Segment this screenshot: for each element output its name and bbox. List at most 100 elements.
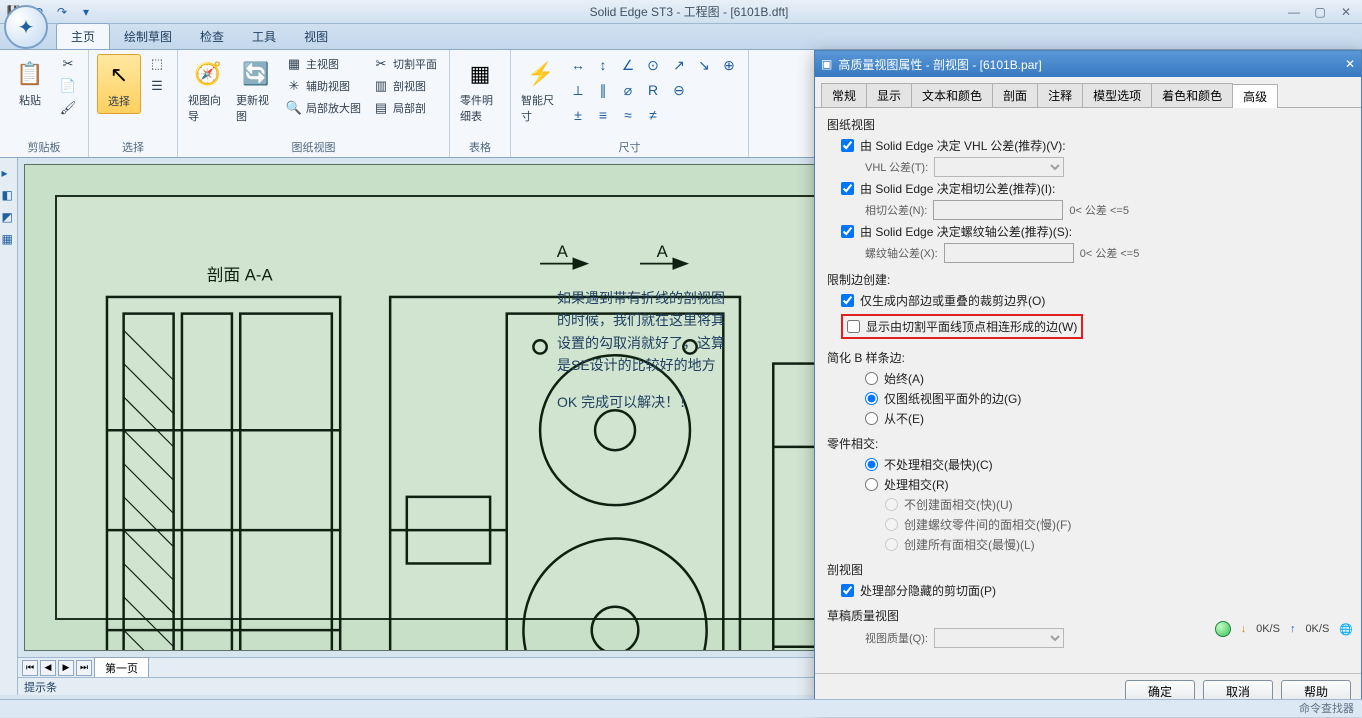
cut-button[interactable]: ✂: [56, 54, 80, 74]
internal-edges-checkbox[interactable]: [841, 294, 854, 307]
paste-button[interactable]: 📋 粘贴: [8, 54, 52, 112]
hidden-cutface-checkbox[interactable]: [841, 584, 854, 597]
brush-icon: 🖌: [60, 100, 76, 116]
view-wizard-button[interactable]: 🧭 视图向导: [186, 54, 230, 128]
annot-icon[interactable]: ⊕: [718, 54, 740, 76]
maximize-icon[interactable]: ▢: [1308, 3, 1332, 21]
globe-icon: 🌐: [1339, 623, 1353, 636]
smart-dimension-button[interactable]: ⚡ 智能尺寸: [519, 54, 563, 128]
dim-icon[interactable]: ≡: [592, 104, 614, 126]
rail-icon[interactable]: ▸: [2, 166, 16, 180]
auxiliary-view-button[interactable]: ✳辅助视图: [282, 76, 365, 96]
thread-tolerance-checkbox[interactable]: [841, 225, 854, 238]
section-view-button[interactable]: ▥剖视图: [369, 76, 441, 96]
dim-icon[interactable]: ≠: [642, 104, 664, 126]
svg-text:剖面 A-A: 剖面 A-A: [207, 265, 274, 284]
dimension-icon-grid: ↔ ↕ ∠ ⊙ ⟂ ∥ ⌀ R ± ≡ ≈ ≠: [567, 54, 664, 126]
sheet-tab[interactable]: 第一页: [94, 657, 149, 679]
dialog-close-icon[interactable]: ✕: [1345, 57, 1355, 71]
redo-icon[interactable]: ↷: [52, 2, 72, 22]
sheet-first-button[interactable]: ⏮: [22, 660, 38, 676]
dim-icon[interactable]: ⊙: [642, 54, 664, 76]
principal-view-button[interactable]: ▦主视图: [282, 54, 365, 74]
tab-annotation[interactable]: 注释: [1037, 83, 1083, 107]
copy-button[interactable]: 📄: [56, 76, 80, 96]
detail-view-button[interactable]: 🔍局部放大图: [282, 98, 365, 118]
dim-icon[interactable]: ↕: [592, 54, 614, 76]
ribbon-tab-row: ✦ 主页 绘制草图 检查 工具 视图: [0, 24, 1362, 50]
dim-icon[interactable]: ≈: [617, 104, 639, 126]
minimize-icon[interactable]: —: [1282, 3, 1306, 21]
ribbon-group-tables: ▦ 零件明细表 表格: [450, 50, 511, 157]
tab-model-options[interactable]: 模型选项: [1082, 83, 1152, 107]
cutting-plane-button[interactable]: ✂切割平面: [369, 54, 441, 74]
group-label-drawing-views: 图纸视图: [186, 137, 441, 155]
scissors-icon: ✂: [373, 56, 389, 72]
broken-section-button[interactable]: ▤局部剖: [369, 98, 441, 118]
paste-label: 粘贴: [19, 92, 41, 108]
dim-icon[interactable]: ∠: [617, 54, 639, 76]
annot-icon[interactable]: ↗: [668, 54, 690, 76]
section-simplify: 简化 B 样条边:: [827, 349, 1349, 366]
speed-indicator: ↓0K/S ↑0K/S 🌐: [1215, 621, 1353, 637]
list-icon: ☰: [149, 78, 165, 94]
vhl-tolerance-checkbox[interactable]: [841, 139, 854, 152]
dim-icon[interactable]: ⟂: [567, 79, 589, 101]
window-controls: — ▢ ✕: [1282, 3, 1358, 21]
tangent-tolerance-checkbox[interactable]: [841, 182, 854, 195]
tab-section[interactable]: 剖面: [992, 83, 1038, 107]
update-view-button[interactable]: 🔄 更新视图: [234, 54, 278, 128]
tab-inspect[interactable]: 检查: [186, 24, 238, 49]
close-icon[interactable]: ✕: [1334, 3, 1358, 21]
dim-icon[interactable]: R: [642, 79, 664, 101]
simplify-never-radio[interactable]: [865, 412, 878, 425]
group-label-tables: 表格: [458, 137, 502, 155]
annot-icon[interactable]: ↘: [693, 54, 715, 76]
sheet-last-button[interactable]: ⏭: [76, 660, 92, 676]
dialog-body: 图纸视图 由 Solid Edge 决定 VHL 公差(推荐)(V): VHL …: [815, 108, 1361, 673]
section-intersect: 零件相交:: [827, 435, 1349, 452]
simplify-outside-radio[interactable]: [865, 392, 878, 405]
group-label-clipboard: 剪贴板: [8, 137, 80, 155]
ribbon-group-drawing-views: 🧭 视图向导 🔄 更新视图 ▦主视图 ✳辅助视图 🔍局部放大图 ✂切割平面 ▥剖…: [178, 50, 450, 157]
svg-text:A: A: [557, 242, 569, 261]
qat-dropdown-icon[interactable]: ▾: [76, 2, 96, 22]
intersect-thread-radio: [885, 518, 898, 531]
tab-tools[interactable]: 工具: [238, 24, 290, 49]
dim-icon[interactable]: ⌀: [617, 79, 639, 101]
rail-icon[interactable]: ▦: [2, 232, 16, 246]
rail-icon[interactable]: ◩: [2, 210, 16, 224]
sheet-next-button[interactable]: ▶: [58, 660, 74, 676]
intersect-process-radio[interactable]: [865, 478, 878, 491]
select-button[interactable]: ↖ 选择: [97, 54, 141, 114]
cutting-plane-edges-checkbox[interactable]: [847, 320, 860, 333]
tab-advanced[interactable]: 高级: [1232, 84, 1278, 108]
annot-icon[interactable]: ⊖: [668, 79, 690, 101]
tab-shading[interactable]: 着色和颜色: [1151, 83, 1233, 107]
rail-icon[interactable]: ◧: [2, 188, 16, 202]
dim-icon[interactable]: ∥: [592, 79, 614, 101]
section-section-view: 剖视图: [827, 561, 1349, 578]
parts-list-button[interactable]: ▦ 零件明细表: [458, 54, 502, 128]
simplify-always-radio[interactable]: [865, 372, 878, 385]
tab-text-color[interactable]: 文本和颜色: [911, 83, 993, 107]
intersect-none-radio[interactable]: [865, 458, 878, 471]
intersect-noface-radio: [885, 498, 898, 511]
tab-sketch[interactable]: 绘制草图: [110, 24, 186, 49]
tab-home[interactable]: 主页: [56, 23, 110, 49]
star-icon: ✳: [286, 78, 302, 94]
select-box-button[interactable]: ⬚: [145, 54, 169, 74]
dim-icon[interactable]: ±: [567, 104, 589, 126]
tab-general[interactable]: 常规: [821, 83, 867, 107]
sheet-prev-button[interactable]: ◀: [40, 660, 56, 676]
copy-icon: 📄: [60, 78, 76, 94]
tab-view[interactable]: 视图: [290, 24, 342, 49]
tab-display[interactable]: 显示: [866, 83, 912, 107]
format-painter-button[interactable]: 🖌: [56, 98, 80, 118]
intersect-all-radio: [885, 538, 898, 551]
app-menu-button[interactable]: ✦: [4, 5, 48, 49]
window-title: Solid Edge ST3 - 工程图 - [6101B.dft]: [96, 3, 1282, 20]
select-list-button[interactable]: ☰: [145, 76, 169, 96]
vhl-tolerance-select: [934, 157, 1064, 177]
dim-icon[interactable]: ↔: [567, 54, 589, 76]
